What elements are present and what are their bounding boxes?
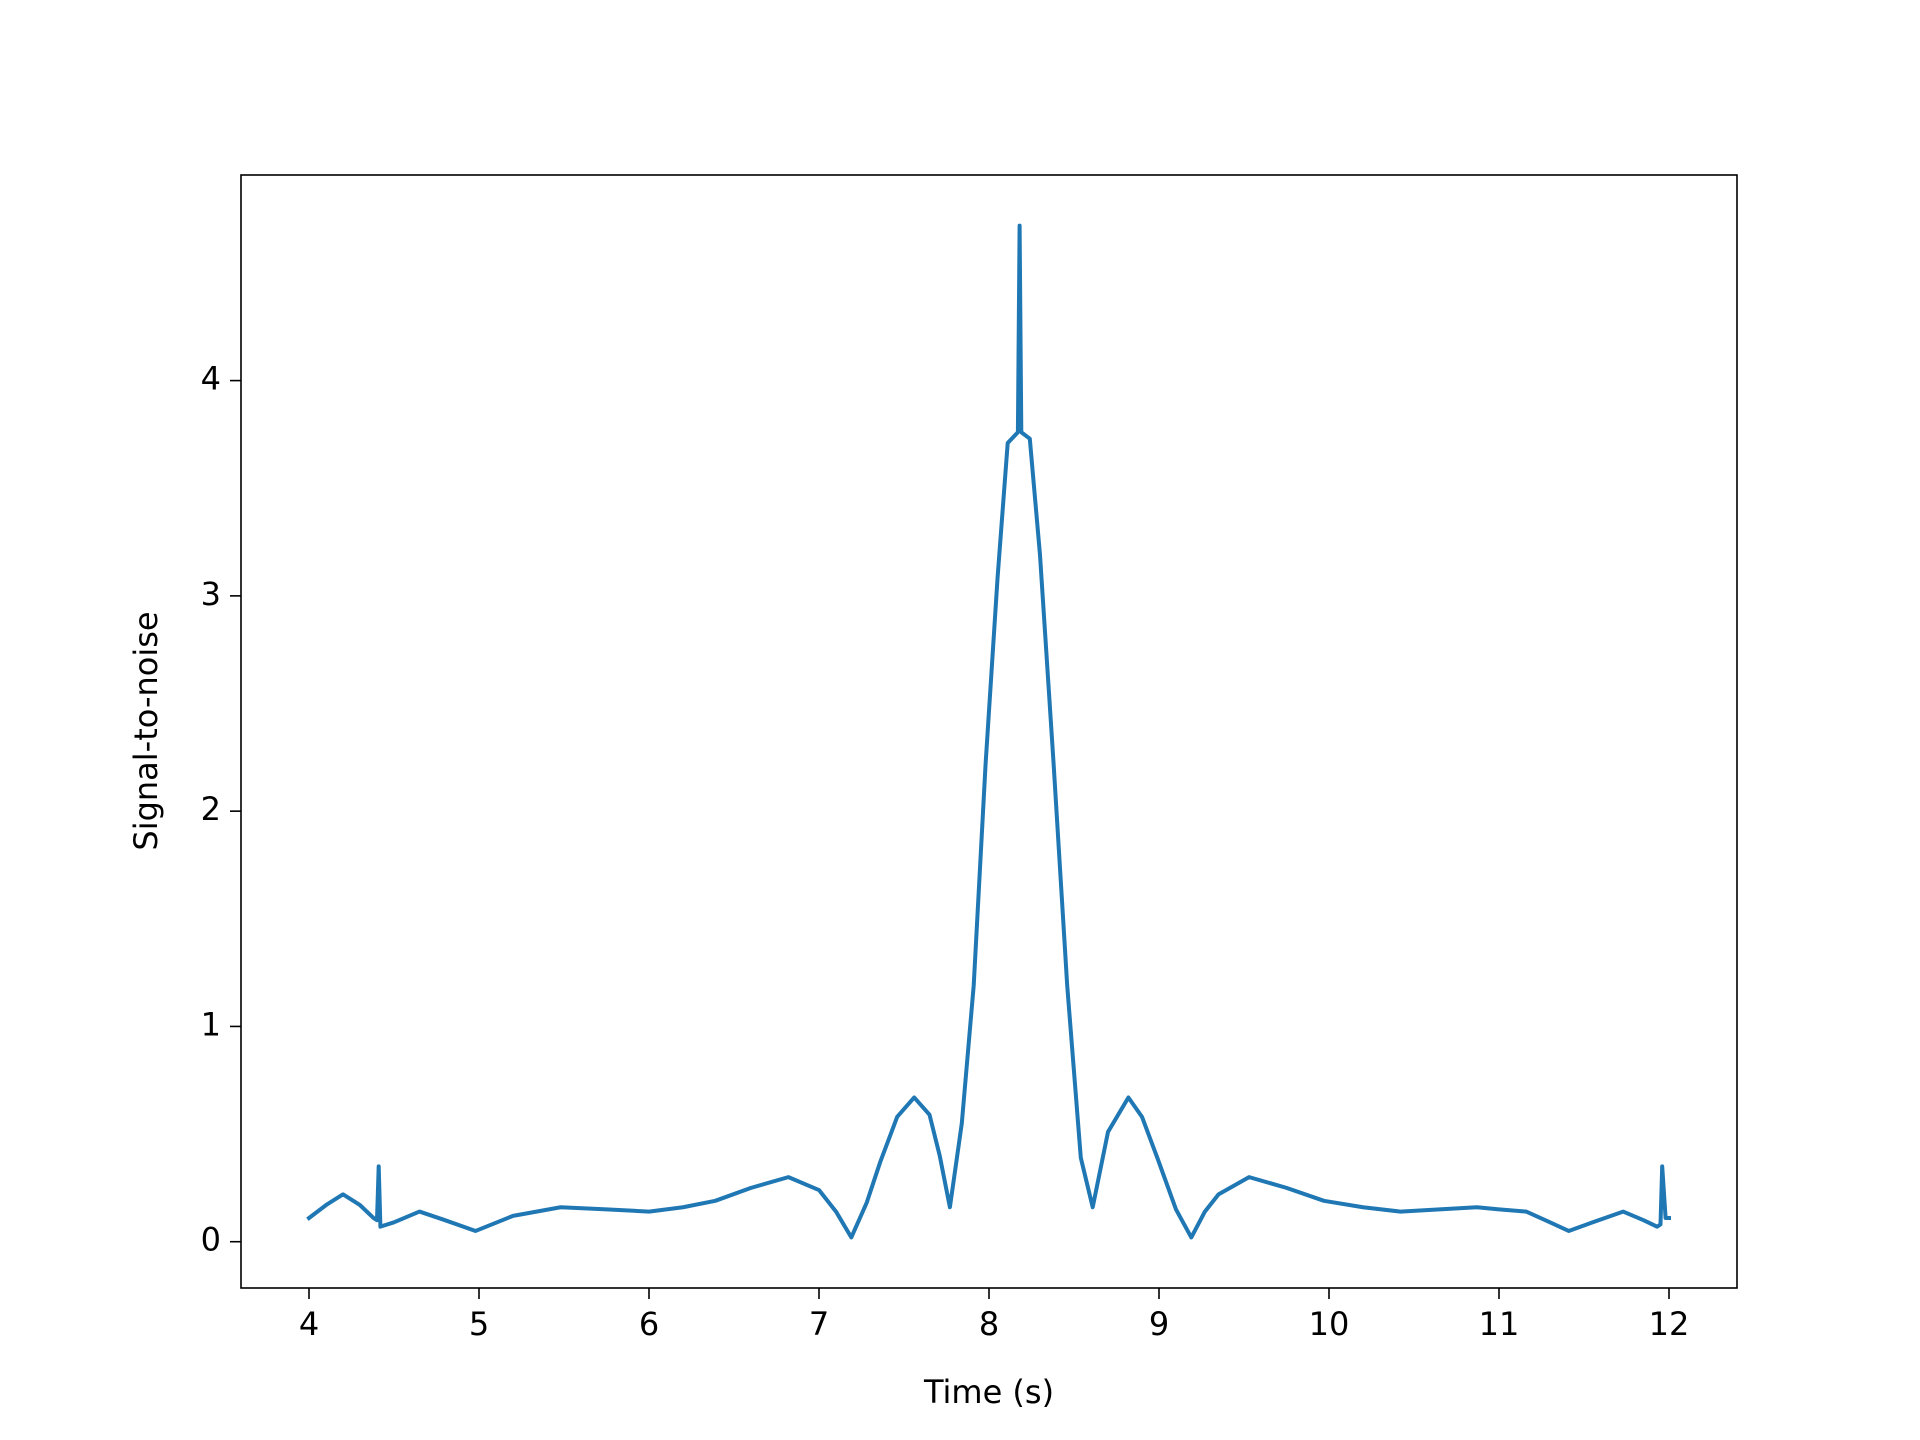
data-line (306, 223, 1671, 1240)
x-tick-label: 12 (1649, 1305, 1690, 1343)
x-axis-label: Time (s) (923, 1373, 1054, 1411)
x-tick-label: 5 (469, 1305, 489, 1343)
y-tick-label: 1 (201, 1005, 221, 1043)
y-tick-label: 0 (201, 1221, 221, 1259)
x-tick-label: 9 (1149, 1305, 1169, 1343)
x-tick-label: 8 (979, 1305, 999, 1343)
x-tick-label: 10 (1309, 1305, 1350, 1343)
y-tick-label: 3 (201, 575, 221, 613)
y-tick-label: 4 (201, 360, 221, 398)
y-axis-label: Signal-to-noise (127, 611, 165, 850)
x-tick-label: 6 (639, 1305, 659, 1343)
axes-frame (240, 174, 1738, 1289)
x-tick-label: 11 (1479, 1305, 1520, 1343)
x-tick-label: 4 (299, 1305, 319, 1343)
y-tick-label: 2 (201, 790, 221, 828)
x-tick-label: 7 (809, 1305, 829, 1343)
